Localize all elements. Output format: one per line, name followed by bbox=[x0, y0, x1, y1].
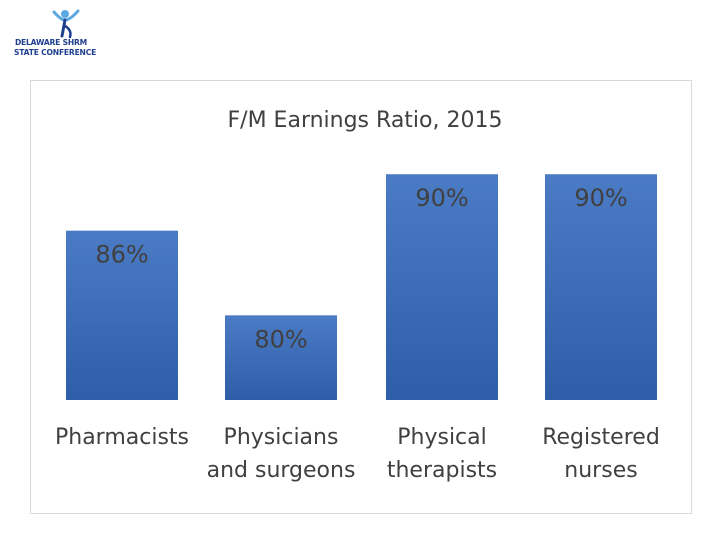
bar-physical-therapists bbox=[386, 174, 498, 400]
category-label-physicians-and-surgeons-line-1: Physicians bbox=[224, 425, 339, 450]
bar-registered-nurses bbox=[545, 174, 657, 400]
bar-physicians-and-surgeons bbox=[225, 315, 337, 400]
data-label-pharmacists: 86% bbox=[95, 241, 148, 269]
data-label-registered-nurses: 90% bbox=[574, 184, 627, 212]
figure-logo-icon bbox=[52, 9, 80, 39]
logo-line-1: DELAWARE SHRM bbox=[14, 38, 88, 47]
category-label-registered-nurses-line-1: Registered bbox=[542, 425, 660, 450]
category-label-pharmacists: Pharmacists bbox=[55, 425, 189, 450]
category-label-registered-nurses-line-2: nurses bbox=[564, 458, 637, 483]
delaware-shrm-logo: DELAWARE SHRM STATE CONFERENCE bbox=[14, 8, 97, 58]
data-label-physicians-and-surgeons: 80% bbox=[254, 325, 307, 353]
category-label-physical-therapists-line-2: therapists bbox=[387, 458, 497, 483]
category-label-physicians-and-surgeons-line-2: and surgeons bbox=[207, 458, 356, 483]
logo-text-delaware: DELAWARE bbox=[14, 38, 61, 47]
data-label-physical-therapists: 90% bbox=[415, 184, 468, 212]
chart-title: F/M Earnings Ratio, 2015 bbox=[227, 108, 503, 133]
category-label-physical-therapists-line-1: Physical bbox=[397, 425, 487, 450]
bar-pharmacists bbox=[66, 230, 178, 400]
logo-text-shrm: SHRM bbox=[62, 38, 88, 47]
logo-text-state-conference: STATE CONFERENCE bbox=[14, 48, 97, 57]
